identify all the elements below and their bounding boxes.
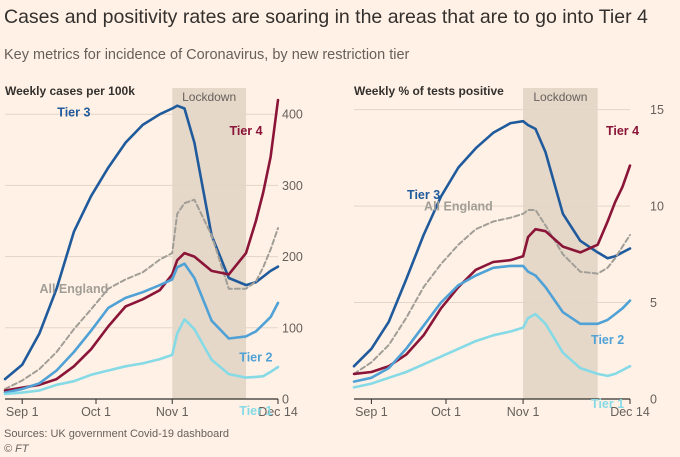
- series-line-tier-1: [3, 317, 280, 396]
- series-label-tier-3: Tier 3: [407, 188, 440, 202]
- y-tick-label: 10: [650, 200, 664, 214]
- chart-subtitle: Key metrics for incidence of Coronavirus…: [4, 47, 410, 63]
- x-tick-label: Dec 14: [610, 405, 650, 419]
- series-label-tier-3: Tier 3: [57, 106, 90, 120]
- series-line-all-england: [4, 198, 279, 390]
- series-line-tier-1: [352, 312, 632, 389]
- lockdown-label: Lockdown: [533, 90, 587, 104]
- series-line-tier-4: [3, 98, 280, 392]
- series-label-tier-2: Tier 2: [591, 333, 624, 347]
- series-line-tier-2: [3, 262, 280, 394]
- ft-credit: © FT: [4, 443, 29, 455]
- lockdown-label: Lockdown: [182, 90, 236, 104]
- series-label-all-england: All England: [424, 200, 493, 214]
- source-note: Sources: UK government Covid-19 dashboar…: [4, 428, 230, 440]
- series-label-tier-1: Tier 1: [239, 404, 272, 418]
- series-label-tier-2: Tier 2: [239, 350, 272, 364]
- chart-title: Cases and positivity rates are soaring i…: [4, 6, 648, 28]
- series-line-tier-2: [352, 264, 632, 383]
- x-tick-label: Sep 1: [355, 405, 388, 419]
- y-tick-label: 15: [650, 103, 664, 117]
- y-tick-label: 200: [282, 250, 303, 264]
- y-tick-label: 0: [650, 393, 657, 407]
- x-tick-label: Dec 14: [258, 405, 298, 419]
- series-line-tier-4: [352, 164, 632, 376]
- y-tick-label: 5: [650, 296, 657, 310]
- x-tick-label: Nov 1: [507, 405, 540, 419]
- y-tick-label: 0: [282, 393, 289, 407]
- x-tick-label: Oct 1: [81, 405, 111, 419]
- series-label-all-england: All England: [39, 282, 108, 296]
- x-tick-label: Sep 1: [6, 405, 39, 419]
- panel-title: Weekly % of tests positive: [354, 84, 504, 98]
- x-tick-label: Nov 1: [156, 405, 189, 419]
- y-tick-label: 300: [282, 179, 303, 193]
- panel-title: Weekly cases per 100k: [5, 84, 135, 98]
- series-line-tier-3: [352, 119, 632, 368]
- y-tick-label: 100: [282, 321, 303, 335]
- lockdown-shade: [172, 88, 247, 399]
- series-label-tier-4: Tier 4: [606, 124, 639, 138]
- y-tick-label: 400: [282, 108, 303, 122]
- chart-panel-1: Lockdown 0 100 200 300 400 Sep 1 Oct 1 Nov 1 Dec …: [3, 84, 303, 419]
- series-label-tier-1: Tier 1: [591, 397, 624, 411]
- series-line-all-england: [353, 209, 631, 375]
- x-tick-label: Oct 1: [431, 405, 461, 419]
- series-label-tier-4: Tier 4: [229, 124, 262, 138]
